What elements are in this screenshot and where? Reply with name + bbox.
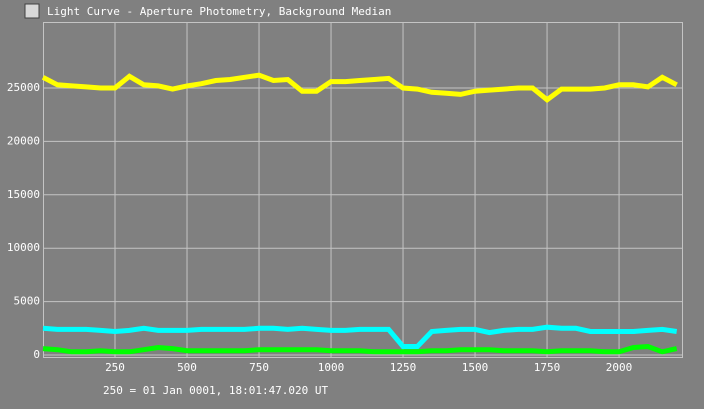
series-line	[42, 324, 678, 349]
series-line	[41, 72, 678, 103]
x-tick-label: 1500	[462, 361, 489, 374]
x-tick-label: 750	[249, 361, 269, 374]
y-tick-label: 0	[33, 348, 40, 361]
x-tick-label: 500	[177, 361, 197, 374]
chart-title: Light Curve - Aperture Photometry, Backg…	[47, 5, 391, 18]
y-tick-label: 15000	[7, 188, 40, 201]
x-tick-label: 250	[105, 361, 125, 374]
footer: 250 = 01 Jan 0001, 18:01:47.020 UT	[103, 384, 329, 397]
window-icon	[24, 3, 40, 19]
x-tick-label: 1750	[534, 361, 561, 374]
y-tick-label: 25000	[7, 81, 40, 94]
y-tick-label: 10000	[7, 241, 40, 254]
x-tick-label: 1250	[390, 361, 417, 374]
x-tick-label: 1000	[318, 361, 345, 374]
series-line	[42, 343, 678, 355]
x-tick-label: 2000	[606, 361, 633, 374]
y-tick-label: 5000	[14, 295, 41, 308]
y-tick-label: 20000	[7, 134, 40, 147]
plot-frame	[43, 22, 683, 358]
